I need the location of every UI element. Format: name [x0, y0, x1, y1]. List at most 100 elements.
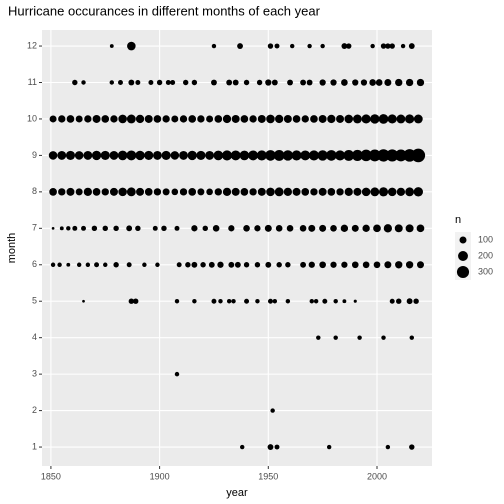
legend-symbol — [456, 265, 470, 279]
point — [267, 43, 274, 49]
point — [265, 79, 272, 86]
point — [306, 79, 313, 86]
point — [243, 79, 250, 86]
point — [308, 261, 315, 268]
point — [267, 444, 274, 450]
y-axis-label: month — [6, 233, 18, 264]
point — [58, 188, 66, 196]
point — [361, 187, 371, 197]
point — [113, 225, 119, 232]
point — [174, 299, 180, 304]
point — [144, 150, 154, 160]
point — [353, 114, 362, 124]
point — [330, 79, 337, 86]
point — [109, 150, 119, 160]
point — [396, 114, 406, 124]
point — [353, 187, 362, 196]
point — [128, 79, 135, 86]
point — [49, 188, 57, 196]
point — [319, 261, 326, 269]
point — [291, 150, 302, 161]
point — [370, 43, 375, 49]
point — [341, 79, 348, 86]
point — [389, 43, 395, 49]
point — [373, 224, 381, 233]
point — [240, 444, 245, 450]
point — [272, 299, 278, 304]
point — [228, 225, 235, 232]
point — [286, 224, 294, 232]
point — [300, 150, 311, 161]
point — [309, 299, 314, 304]
point — [212, 224, 220, 232]
point — [57, 262, 62, 267]
point — [162, 188, 170, 196]
point — [308, 224, 316, 232]
point — [226, 79, 233, 86]
point — [396, 298, 402, 304]
point — [218, 299, 223, 304]
point — [240, 188, 249, 196]
point — [416, 224, 425, 233]
point — [274, 187, 284, 197]
point — [254, 225, 261, 232]
point — [91, 225, 98, 232]
point — [66, 187, 75, 196]
point — [171, 115, 179, 123]
point — [385, 444, 391, 450]
point — [405, 187, 415, 197]
point — [299, 224, 307, 232]
point — [162, 115, 170, 123]
point — [326, 150, 337, 161]
point — [237, 43, 243, 49]
point — [239, 150, 250, 161]
point — [274, 43, 280, 49]
point — [310, 188, 318, 196]
point — [330, 224, 337, 232]
point — [362, 224, 370, 232]
point — [74, 151, 84, 160]
point — [221, 150, 233, 161]
point — [57, 150, 67, 160]
point — [214, 188, 222, 196]
point — [72, 225, 78, 231]
point — [81, 80, 86, 85]
point — [344, 187, 353, 197]
point — [94, 262, 100, 268]
point — [202, 225, 208, 232]
point — [386, 149, 399, 162]
point — [208, 261, 215, 268]
point — [117, 150, 128, 161]
point — [352, 79, 359, 86]
x-tick-label: 1950 — [258, 471, 278, 481]
point — [206, 188, 213, 196]
point — [206, 115, 214, 123]
point — [102, 225, 108, 232]
y-tick-label: 2 — [32, 405, 37, 415]
point — [265, 150, 276, 161]
point — [248, 150, 259, 161]
legend-symbol — [459, 236, 467, 244]
point — [395, 78, 403, 87]
point — [389, 298, 395, 304]
point — [211, 298, 217, 304]
point — [283, 114, 292, 123]
point — [82, 299, 85, 303]
point — [135, 225, 141, 232]
point — [377, 149, 390, 162]
point — [217, 261, 224, 268]
point — [83, 187, 93, 197]
point — [118, 114, 127, 124]
point — [222, 114, 232, 124]
point — [66, 226, 71, 231]
point — [254, 262, 261, 268]
y-tick-label: 6 — [32, 259, 37, 269]
point — [300, 79, 307, 86]
point — [395, 261, 403, 269]
point — [327, 188, 336, 196]
x-tick-label: 1900 — [150, 471, 170, 481]
point — [413, 114, 423, 124]
point — [161, 150, 171, 160]
point — [270, 408, 275, 413]
point — [75, 188, 83, 196]
